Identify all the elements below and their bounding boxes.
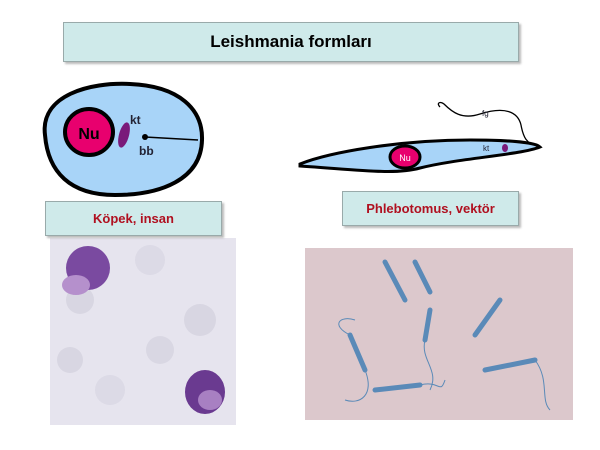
amastigote-micrograph xyxy=(50,238,236,425)
promastigote-vector-label: Phlebotomus, vektör xyxy=(342,191,519,226)
kt-label: kt xyxy=(130,113,141,127)
promastigote-diagram: Nu kt fg xyxy=(298,101,543,173)
amastigote-host-label: Köpek, insan xyxy=(45,201,222,236)
nucleus xyxy=(388,144,422,170)
nucleus xyxy=(63,107,115,157)
kt-label: kt xyxy=(483,144,490,153)
kinetoplast xyxy=(502,144,508,152)
nucleus-label: Nu xyxy=(399,153,411,163)
nucleus-label: Nu xyxy=(78,126,99,143)
kinetoplast xyxy=(118,122,130,148)
promastigote-micrograph xyxy=(305,248,573,420)
slide-title: Leishmania formları xyxy=(63,22,519,62)
fg-label: fg xyxy=(482,109,489,118)
bb-label: bb xyxy=(139,144,154,158)
amastigote-diagram: Nu kt bb xyxy=(42,81,205,198)
